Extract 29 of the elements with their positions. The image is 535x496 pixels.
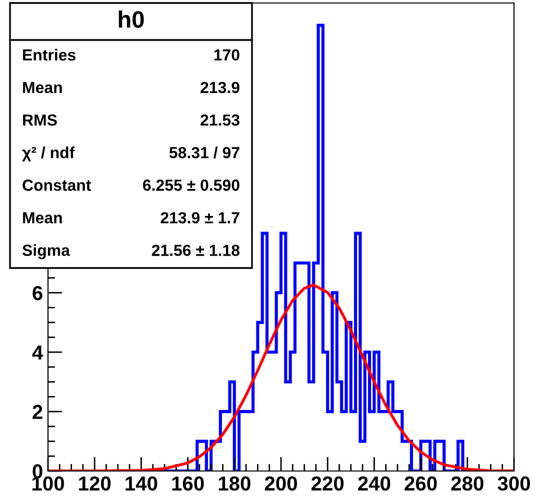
x-tick-label: 260	[404, 476, 437, 491]
x-tick-label: 160	[172, 476, 204, 491]
annotation: 213.9	[200, 82, 240, 94]
x-tick-label: 240	[358, 476, 390, 491]
y-tick-label: 6	[32, 286, 42, 300]
annotation: 58.31 / 97	[169, 146, 240, 158]
x-tick-label: 280	[451, 476, 484, 491]
annotation: RMS	[23, 114, 57, 126]
annotation: Sigma	[22, 244, 70, 260]
annotation: 170	[214, 49, 240, 61]
annotation: Mean	[23, 212, 62, 224]
x-tick-label: 220	[312, 476, 344, 491]
y-tick-label: 4	[32, 346, 44, 360]
x-tick-label: 180	[218, 476, 250, 491]
annotation: 21.53	[200, 114, 240, 126]
annotation: Constant	[22, 180, 92, 191]
annotation: 6.255 ± 0.590	[143, 180, 240, 191]
x-tick-label: 100	[32, 476, 64, 491]
x-tick-label: 140	[126, 476, 158, 491]
x-tick-label: 200	[264, 476, 297, 491]
annotation: 21.56 ± 1.18	[152, 244, 240, 256]
annotation: Mean	[23, 82, 62, 94]
annotation: χ² / ndf	[22, 146, 75, 162]
annotation: Entries	[23, 48, 76, 61]
chart-title: h0	[118, 10, 144, 28]
annotation: 213.9 ± 1.7	[160, 212, 240, 224]
x-tick-label: 120	[79, 476, 111, 491]
y-tick-label: 2	[32, 404, 42, 419]
x-tick-label: 300	[498, 476, 530, 491]
